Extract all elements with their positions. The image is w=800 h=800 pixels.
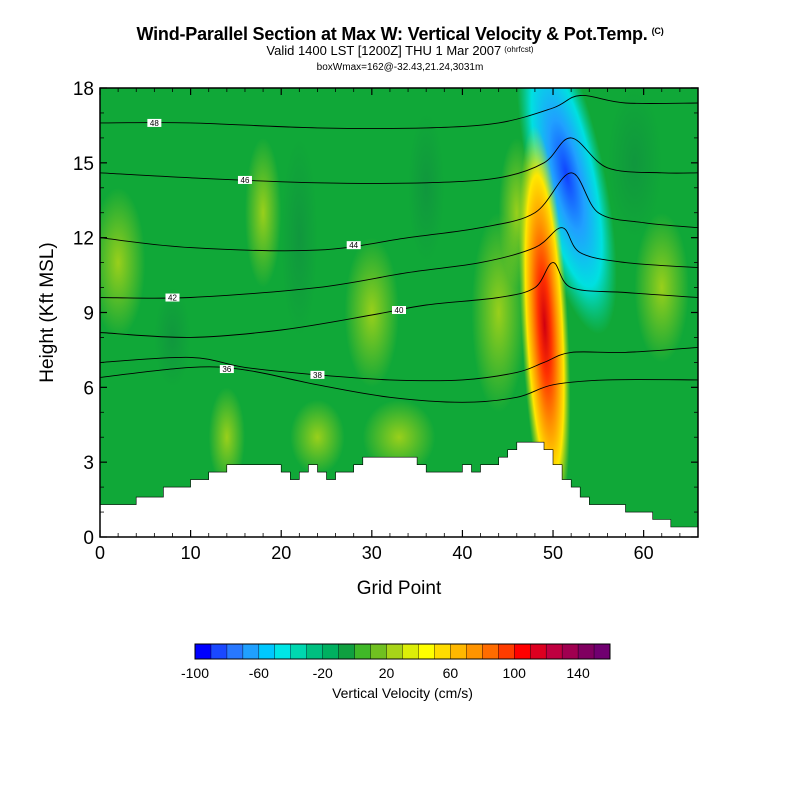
- y-tick-label-0: 0: [83, 528, 94, 549]
- x-tick-label-60: 60: [634, 543, 654, 563]
- colorbar-swatch-70: [466, 643, 483, 660]
- chart-subtitle-tag: (ohrfcst): [504, 45, 534, 54]
- downdraft-core: [516, 88, 617, 335]
- y-tick-label-3: 3: [83, 453, 94, 474]
- isentrope-42: [100, 227, 698, 299]
- colorbar-tick-label-60: 60: [443, 665, 459, 681]
- isentrope-38: [100, 346, 698, 382]
- velocity-blob-1: [100, 187, 146, 338]
- colorbar-swatch--70: [242, 643, 260, 660]
- colorbar-swatch--100: [194, 643, 212, 660]
- colorbar-swatch-40: [418, 643, 435, 660]
- velocity-blob-10: [290, 399, 345, 475]
- chart-title: Wind-Parallel Section at Max W: Vertical…: [0, 24, 800, 45]
- isentrope-label-bg-38: [310, 370, 325, 379]
- x-tick-label-50: 50: [543, 543, 563, 563]
- colorbar-swatch--60: [258, 643, 276, 660]
- colorbar-swatch-100: [514, 643, 531, 660]
- isentrope-36: [100, 366, 698, 403]
- colorbar-swatch-80: [482, 643, 499, 660]
- isentrope-label-bg-46: [237, 175, 252, 184]
- colorbar-tick-label--20: -20: [313, 665, 333, 681]
- colorbar-swatch-110: [529, 643, 547, 660]
- isentrope-label-36: 36: [222, 365, 231, 374]
- velocity-blob-12: [607, 88, 662, 238]
- colorbar-swatch--40: [290, 643, 308, 660]
- colorbar-swatch--30: [306, 643, 324, 660]
- colorbar-swatch-50: [434, 643, 451, 660]
- colorbar-swatch-150: [593, 643, 611, 660]
- y-tick-label-18: 18: [73, 79, 94, 100]
- velocity-blob-5: [344, 237, 399, 388]
- x-tick-label-0: 0: [95, 543, 105, 563]
- velocity-blob-9: [208, 387, 245, 488]
- colorbar-swatch-130: [561, 643, 579, 660]
- colorbar-swatch-0: [354, 643, 372, 660]
- colorbar-swatch--90: [210, 643, 228, 660]
- colorbar-swatch--10: [338, 643, 356, 660]
- velocity-blob-3: [244, 137, 282, 288]
- y-tick-label-12: 12: [73, 229, 94, 250]
- colorbar-swatch-60: [450, 643, 467, 660]
- isentrope-40: [100, 262, 698, 338]
- velocity-blob-11: [362, 399, 436, 475]
- colorbar-swatch-30: [402, 643, 419, 660]
- colorbar-tick-label--60: -60: [249, 665, 269, 681]
- velocity-blob-13: [634, 212, 689, 363]
- chart-info-text: boxWmax=162@-32.43,21.24,3031m: [316, 62, 484, 73]
- chart-title-text: Wind-Parallel Section at Max W: Vertical…: [136, 24, 648, 44]
- colorbar-swatch--20: [322, 643, 340, 660]
- terrain: [100, 441, 698, 537]
- colorbar-swatch--50: [274, 643, 292, 660]
- chart-title-tag: (C): [651, 26, 664, 36]
- updraft-plume: [518, 125, 571, 525]
- colorbar-swatch-20: [386, 643, 403, 660]
- velocity-blob-6: [408, 112, 445, 263]
- colorbar-tick-label-100: 100: [503, 665, 527, 681]
- x-axis-label: Grid Point: [357, 578, 442, 599]
- isentrope-label-44: 44: [349, 241, 358, 250]
- isentrope-label-bg-44: [346, 241, 361, 250]
- colorbar-frame: [194, 643, 611, 660]
- downdraft-plume: [516, 88, 617, 335]
- colorbar-swatch-90: [498, 643, 515, 660]
- chart-subtitle: Valid 1400 LST [1200Z] THU 1 Mar 2007 (oh…: [0, 43, 800, 58]
- y-tick-label-9: 9: [83, 304, 94, 325]
- isentrope-label-38: 38: [313, 371, 322, 380]
- isentrope-label-46: 46: [241, 176, 250, 185]
- colorbar-swatch-10: [370, 643, 388, 660]
- colorbar-swatch-120: [545, 643, 563, 660]
- isentrope-48: [100, 95, 698, 129]
- colorbar-tick-label-140: 140: [566, 665, 590, 681]
- isentrope-label-bg-42: [165, 293, 180, 302]
- isentrope-44: [100, 172, 698, 252]
- velocity-blob-4: [281, 137, 318, 338]
- y-axis-label: Height (Kft MSL): [37, 242, 58, 382]
- updraft-core: [518, 125, 571, 525]
- chart-info-line: boxWmax=162@-32.43,21.24,3031m: [0, 62, 800, 73]
- x-tick-label-30: 30: [362, 543, 382, 563]
- isentrope-label-48: 48: [150, 119, 159, 128]
- colorbar-label: Vertical Velocity (cm/s): [332, 685, 473, 701]
- isentrope-label-bg-40: [392, 306, 406, 315]
- colorbar-tick-label--100: -100: [181, 665, 209, 681]
- chart-subtitle-text: Valid 1400 LST [1200Z] THU 1 Mar 2007: [266, 43, 502, 58]
- x-tick-label-40: 40: [452, 543, 472, 563]
- isentrope-label-bg-48: [147, 118, 162, 127]
- y-tick-label-6: 6: [83, 378, 94, 399]
- colorbar-tick-label-20: 20: [379, 665, 395, 681]
- isentrope-label-bg-36: [219, 365, 234, 374]
- y-tick-label-15: 15: [73, 154, 94, 175]
- x-tick-label-20: 20: [271, 543, 291, 563]
- isentrope-46: [100, 137, 698, 184]
- x-tick-label-10: 10: [181, 543, 201, 563]
- isentrope-label-42: 42: [168, 294, 177, 303]
- colorbar: -100 -60 -20 20 60 100 140 Vertical Velocity (c…: [181, 643, 611, 701]
- isentrope-label-40: 40: [395, 306, 404, 315]
- colorbar-swatch--80: [226, 643, 244, 660]
- colorbar-swatch-140: [577, 643, 595, 660]
